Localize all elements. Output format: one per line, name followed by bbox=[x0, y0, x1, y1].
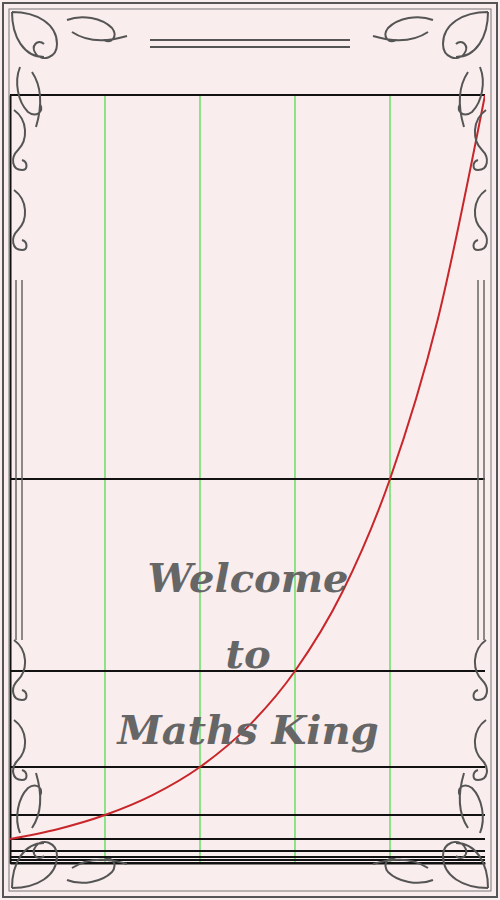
frame-rule bbox=[150, 46, 350, 48]
axis-line bbox=[10, 96, 12, 864]
ornament bbox=[12, 773, 127, 888]
grid-line-y bbox=[10, 478, 485, 480]
y-axis bbox=[10, 96, 12, 864]
plot-area bbox=[10, 95, 485, 839]
page: Welcome to Maths King bbox=[0, 0, 500, 900]
ornament bbox=[474, 640, 487, 780]
ornament bbox=[13, 640, 26, 780]
canvas: Welcome to Maths King bbox=[0, 0, 500, 900]
ornament bbox=[13, 110, 26, 250]
ornament bbox=[373, 12, 488, 127]
frame-rule bbox=[21, 280, 23, 640]
frame-rule bbox=[150, 39, 350, 41]
frame-rule bbox=[477, 280, 479, 640]
grid-line-y bbox=[10, 850, 485, 852]
frame-rule bbox=[15, 280, 17, 640]
annotation: Maths King bbox=[115, 706, 378, 753]
series-line bbox=[10, 95, 485, 839]
ornament bbox=[474, 110, 487, 250]
grid-line-y bbox=[10, 814, 485, 816]
grid-line-y bbox=[10, 838, 485, 840]
annotation: to bbox=[225, 630, 270, 677]
grid bbox=[10, 95, 485, 863]
grid-line-y bbox=[10, 94, 485, 96]
annotations: Welcome to Maths King bbox=[115, 554, 378, 753]
background bbox=[0, 0, 500, 900]
grid-line-y bbox=[10, 856, 485, 858]
frame bbox=[3, 3, 497, 897]
grid-line-y bbox=[10, 766, 485, 768]
annotation: Welcome bbox=[147, 554, 348, 601]
frame-inner bbox=[9, 9, 491, 891]
ornament bbox=[373, 773, 488, 888]
frame-rule bbox=[483, 280, 485, 640]
frame-outer bbox=[3, 3, 497, 897]
ornament bbox=[12, 12, 127, 127]
